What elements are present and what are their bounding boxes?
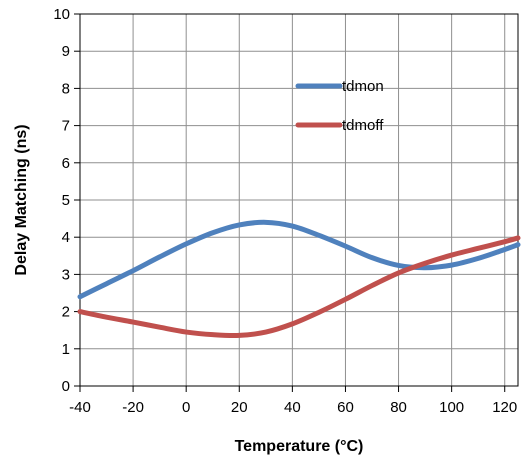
- x-tick-label: 40: [284, 399, 301, 416]
- x-tick-label: 100: [439, 399, 464, 416]
- y-axis-title: Delay Matching (ns): [13, 124, 30, 275]
- x-tick-label: 60: [337, 399, 354, 416]
- y-tick-label: 6: [62, 155, 70, 172]
- legend-label-tdmoff: tdmoff: [342, 117, 384, 134]
- y-tick-label: 1: [62, 341, 70, 358]
- series-line-tdmon: [77, 219, 521, 300]
- x-tick-label: -20: [122, 399, 144, 416]
- y-tick-label: 5: [62, 192, 70, 209]
- series-layer: [77, 219, 521, 339]
- x-tick-label: 20: [231, 399, 248, 416]
- y-tick-label: 3: [62, 266, 70, 283]
- x-axis-title: Temperature (°C): [235, 438, 364, 455]
- series-line-tdmoff: [77, 235, 521, 339]
- y-tick-label: 7: [62, 118, 70, 135]
- x-tick-label: -40: [69, 399, 91, 416]
- y-tick-label: 0: [62, 378, 70, 395]
- legend-label-tdmon: tdmon: [342, 78, 384, 95]
- y-tick-label: 4: [62, 229, 70, 246]
- x-tick-label: 80: [390, 399, 407, 416]
- y-tick-label: 8: [62, 80, 70, 97]
- y-tick-label: 9: [62, 43, 70, 60]
- legend: tdmon tdmoff: [295, 78, 384, 134]
- x-tick-label: 0: [182, 399, 190, 416]
- y-tick-label: 10: [53, 6, 70, 23]
- y-tick-label: 2: [62, 304, 70, 321]
- axis-layer: 0 1 2 3 4 5 6 7 8 9 10 -40 -20 0 20 40 60 80 100 120: [53, 6, 517, 416]
- x-tick-label: 120: [492, 399, 517, 416]
